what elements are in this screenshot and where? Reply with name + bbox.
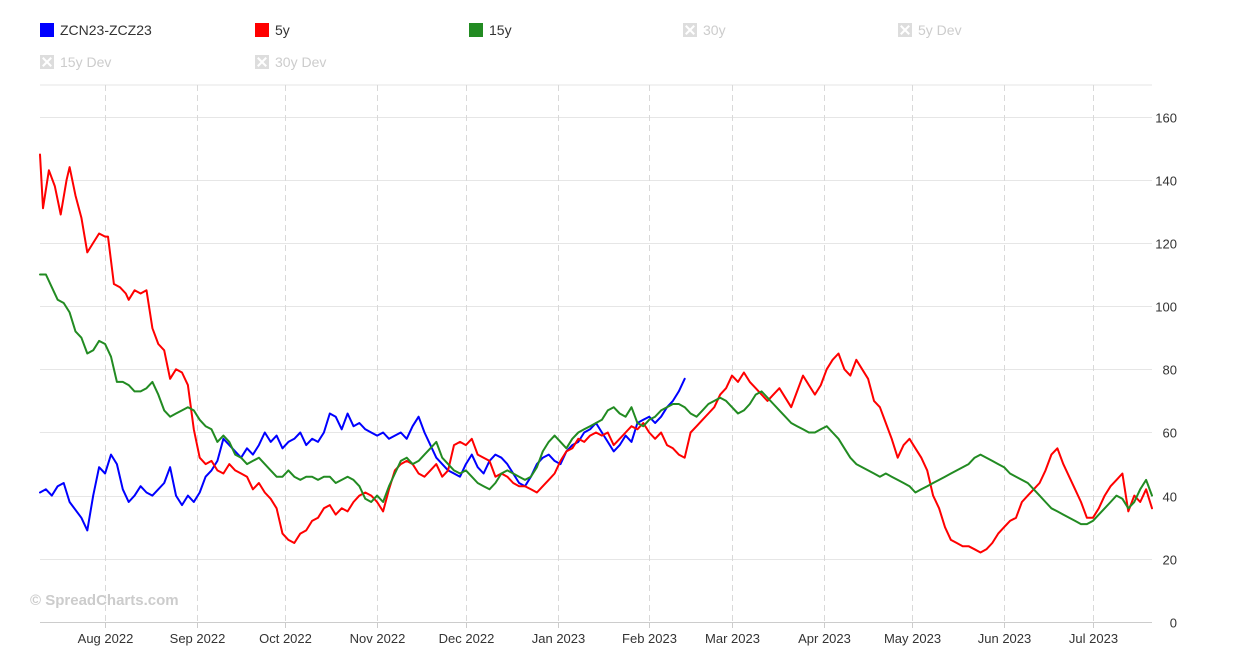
legend-label: 15y Dev [60, 54, 112, 70]
axes: 0 20 40 60 80 100 120 140 160 Aug 2022 Sep 2022 Oct… [78, 111, 1177, 647]
legend-swatch-blue [40, 23, 54, 37]
hidden-series-icon [40, 55, 54, 69]
legend-swatch-red [255, 23, 269, 37]
legend-label: 30y [703, 22, 726, 38]
legend-item-15y-dev[interactable]: 15y Dev [40, 52, 111, 72]
x-tick-label: Mar 2023 [705, 631, 760, 646]
legend-label: 30y Dev [275, 54, 327, 70]
x-tick-label: Nov 2022 [350, 631, 406, 646]
legend-item-zcn23-zcz23[interactable]: ZCN23-ZCZ23 [40, 20, 152, 40]
legend-item-5y-dev[interactable]: 5y Dev [898, 20, 962, 40]
legend-label: 5y [275, 22, 290, 38]
legend-item-15y[interactable]: 15y [469, 20, 512, 40]
x-tick-label: Jul 2023 [1069, 631, 1118, 646]
y-tick-label: 0 [1170, 616, 1177, 631]
legend-item-30y-dev[interactable]: 30y Dev [255, 52, 326, 72]
hidden-series-icon [255, 55, 269, 69]
y-tick-label: 40 [1163, 490, 1177, 505]
y-tick-label: 20 [1163, 553, 1177, 568]
x-tick-label: May 2023 [884, 631, 941, 646]
hidden-series-icon [683, 23, 697, 37]
legend-label: 5y Dev [918, 22, 962, 38]
x-tick-label: Jun 2023 [978, 631, 1032, 646]
x-tick-label: Oct 2022 [259, 631, 312, 646]
grid-lines [40, 84, 1152, 623]
x-tick-label: Aug 2022 [78, 631, 134, 646]
chart-legend: ZCN23-ZCZ23 5y 15y 30y 5y Dev 15y Dev 30… [0, 0, 1234, 80]
y-tick-label: 60 [1163, 426, 1177, 441]
x-tick-label: Apr 2023 [798, 631, 851, 646]
series-line-zcn23-zcz23[interactable] [39, 377, 686, 532]
legend-item-5y[interactable]: 5y [255, 20, 290, 40]
hidden-series-icon [898, 23, 912, 37]
x-tick-label: Feb 2023 [622, 631, 677, 646]
x-tick-label: Jan 2023 [532, 631, 586, 646]
series-lines [39, 153, 1153, 554]
legend-swatch-green [469, 23, 483, 37]
legend-label: ZCN23-ZCZ23 [60, 22, 152, 38]
x-tick-label: Dec 2022 [439, 631, 495, 646]
legend-item-30y[interactable]: 30y [683, 20, 726, 40]
series-line-5y[interactable] [39, 153, 1153, 554]
y-tick-label: 140 [1155, 174, 1177, 189]
watermark: © SpreadCharts.com [30, 592, 179, 609]
y-tick-label: 100 [1155, 300, 1177, 315]
y-tick-label: 80 [1163, 363, 1177, 378]
legend-label: 15y [489, 22, 512, 38]
y-tick-label: 120 [1155, 237, 1177, 252]
y-tick-label: 160 [1155, 111, 1177, 126]
x-tick-label: Sep 2022 [170, 631, 226, 646]
series-line-15y[interactable] [39, 273, 1153, 526]
